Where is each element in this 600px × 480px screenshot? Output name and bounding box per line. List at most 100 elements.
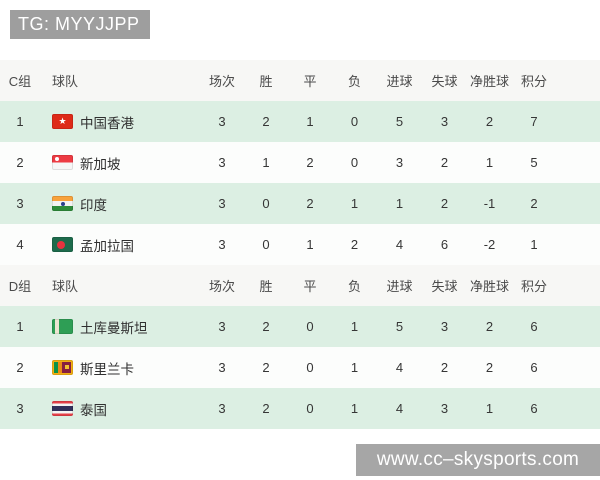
points-cell: 1: [512, 224, 600, 265]
goals-against-cell: 3: [422, 306, 467, 347]
played-cell: 3: [200, 224, 244, 265]
column-header-played: 场次: [200, 265, 244, 306]
draw-cell: 2: [288, 142, 332, 183]
draw-cell: 0: [288, 347, 332, 388]
column-header-goals-against: 失球: [422, 60, 467, 101]
rank-cell: 1: [0, 306, 40, 347]
goals-against-cell: 3: [422, 101, 467, 142]
draw-cell: 2: [288, 183, 332, 224]
goals-for-cell: 4: [377, 224, 422, 265]
goals-for-cell: 4: [377, 388, 422, 429]
team-cell: 印度: [40, 183, 200, 224]
goals-for-cell: 1: [377, 183, 422, 224]
tg-channel-badge: TG: MYYJJPP: [10, 10, 150, 39]
rank-cell: 1: [0, 101, 40, 142]
column-header-points: 积分: [512, 265, 600, 306]
goal-diff-cell: 2: [467, 101, 512, 142]
win-cell: 2: [244, 101, 288, 142]
played-cell: 3: [200, 306, 244, 347]
flag-bangladesh-icon: [52, 237, 73, 252]
rank-cell: 3: [0, 388, 40, 429]
standings-tables: C组 球队 场次 胜 平 负 进球 失球 净胜球 积分 1 中国香港: [0, 60, 600, 429]
column-header-points: 积分: [512, 60, 600, 101]
team-cell: 泰国: [40, 388, 200, 429]
team-name: 斯里兰卡: [80, 361, 134, 377]
win-cell: 0: [244, 183, 288, 224]
played-cell: 3: [200, 101, 244, 142]
loss-cell: 1: [332, 388, 377, 429]
goal-diff-cell: -1: [467, 183, 512, 224]
group-c-table: C组 球队 场次 胜 平 负 进球 失球 净胜球 积分 1 中国香港: [0, 60, 600, 265]
column-header-loss: 负: [332, 265, 377, 306]
goals-against-cell: 2: [422, 347, 467, 388]
goals-for-cell: 4: [377, 347, 422, 388]
goals-against-cell: 6: [422, 224, 467, 265]
goals-against-cell: 2: [422, 142, 467, 183]
loss-cell: 2: [332, 224, 377, 265]
watermark-url: www.cc–skysports.com: [356, 444, 600, 476]
flag-sri-lanka-icon: [52, 360, 73, 375]
column-header-loss: 负: [332, 60, 377, 101]
team-name: 新加坡: [80, 156, 121, 172]
column-header-win: 胜: [244, 265, 288, 306]
goals-for-cell: 5: [377, 101, 422, 142]
column-header-goals-for: 进球: [377, 265, 422, 306]
column-header-played: 场次: [200, 60, 244, 101]
draw-cell: 1: [288, 224, 332, 265]
rank-cell: 3: [0, 183, 40, 224]
flag-hong-kong-icon: [52, 114, 73, 129]
team-cell: 孟加拉国: [40, 224, 200, 265]
loss-cell: 0: [332, 142, 377, 183]
table-row: 1 土库曼斯坦 3 2 0 1 5 3 2 6: [0, 306, 600, 347]
group-c-label: C组: [0, 60, 40, 101]
rank-cell: 4: [0, 224, 40, 265]
goal-diff-cell: 1: [467, 142, 512, 183]
flag-turkmenistan-icon: [52, 319, 73, 334]
team-name: 土库曼斯坦: [80, 320, 148, 336]
win-cell: 2: [244, 388, 288, 429]
win-cell: 0: [244, 224, 288, 265]
table-row: 2 新加坡 3 1 2 0 3 2 1 5: [0, 142, 600, 183]
group-d-table: D组 球队 场次 胜 平 负 进球 失球 净胜球 积分 1 土库曼斯坦: [0, 265, 600, 429]
loss-cell: 1: [332, 306, 377, 347]
flag-singapore-icon: [52, 155, 73, 170]
column-header-draw: 平: [288, 265, 332, 306]
played-cell: 3: [200, 388, 244, 429]
goal-diff-cell: 1: [467, 388, 512, 429]
table-row: 4 孟加拉国 3 0 1 2 4 6 -2 1: [0, 224, 600, 265]
table-row: 3 印度 3 0 2 1 1 2 -1 2: [0, 183, 600, 224]
goal-diff-cell: -2: [467, 224, 512, 265]
column-header-goals-against: 失球: [422, 265, 467, 306]
table-row: 3 泰国 3 2 0 1 4 3 1 6: [0, 388, 600, 429]
column-header-team: 球队: [40, 60, 200, 101]
team-cell: 土库曼斯坦: [40, 306, 200, 347]
group-d-header-row: D组 球队 场次 胜 平 负 进球 失球 净胜球 积分: [0, 265, 600, 306]
points-cell: 5: [512, 142, 600, 183]
points-cell: 2: [512, 183, 600, 224]
points-cell: 7: [512, 101, 600, 142]
win-cell: 2: [244, 347, 288, 388]
table-row: 1 中国香港 3 2 1 0 5 3 2 7: [0, 101, 600, 142]
team-name: 孟加拉国: [80, 238, 134, 254]
team-cell: 中国香港: [40, 101, 200, 142]
column-header-win: 胜: [244, 60, 288, 101]
draw-cell: 0: [288, 306, 332, 347]
group-d-label: D组: [0, 265, 40, 306]
played-cell: 3: [200, 142, 244, 183]
played-cell: 3: [200, 183, 244, 224]
goal-diff-cell: 2: [467, 306, 512, 347]
points-cell: 6: [512, 388, 600, 429]
win-cell: 1: [244, 142, 288, 183]
team-name: 中国香港: [80, 115, 134, 131]
draw-cell: 0: [288, 388, 332, 429]
column-header-draw: 平: [288, 60, 332, 101]
loss-cell: 1: [332, 183, 377, 224]
group-c-header-row: C组 球队 场次 胜 平 负 进球 失球 净胜球 积分: [0, 60, 600, 101]
column-header-goals-for: 进球: [377, 60, 422, 101]
flag-india-icon: [52, 196, 73, 211]
column-header-goal-diff: 净胜球: [467, 60, 512, 101]
loss-cell: 0: [332, 101, 377, 142]
played-cell: 3: [200, 347, 244, 388]
win-cell: 2: [244, 306, 288, 347]
draw-cell: 1: [288, 101, 332, 142]
